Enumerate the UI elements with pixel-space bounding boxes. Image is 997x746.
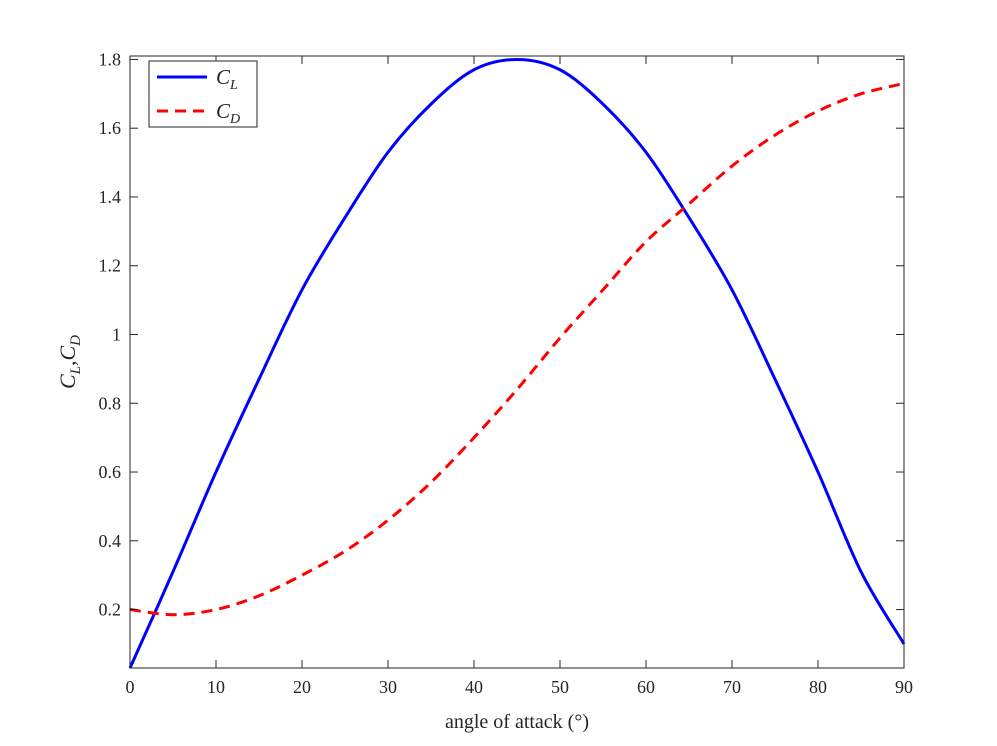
x-tick-label: 90 <box>895 677 913 697</box>
labels-layer: 0 10 20 30 40 50 60 70 80 90 0.2 0.4 0.6 0.8 1 1.2 1.4 1.… <box>99 49 914 697</box>
plot-area <box>130 56 904 668</box>
x-tick-label: 10 <box>207 677 225 697</box>
x-axis-title: angle of attack (°) <box>445 711 589 733</box>
x-tick-label: 30 <box>379 677 397 697</box>
y-tick-label: 0.6 <box>99 462 122 482</box>
legend-label-cd-sub: D <box>229 112 240 127</box>
axes-layer <box>129 55 905 669</box>
y-tick-label: 0.4 <box>99 531 122 551</box>
x-tick-label: 40 <box>465 677 483 697</box>
y-tick-label: 1.6 <box>99 118 122 138</box>
y-tick-label: 0.2 <box>99 600 122 620</box>
axes-box <box>129 55 905 669</box>
legend-label-cl-base: C <box>216 65 231 89</box>
series-layer <box>128 57 906 669</box>
legend-label-cl-sub: L <box>229 78 238 93</box>
legend: CL CD <box>148 60 258 128</box>
y-tick-label: 0.8 <box>99 393 122 413</box>
y-tick-label: 1 <box>112 324 121 344</box>
legend-box <box>148 60 258 128</box>
y-axis-title: CL,CD <box>55 335 84 389</box>
x-tick-label: 50 <box>551 677 569 697</box>
y-tick-label: 1.4 <box>99 187 122 207</box>
y-axis-title-separator: , <box>55 361 80 367</box>
y-tick-label: 1.2 <box>99 256 122 276</box>
y-axis-title-cd-sub: D <box>68 335 84 347</box>
legend-label-cd-base: C <box>216 99 231 123</box>
series-line-cd <box>129 82 905 617</box>
y-tick-label: 1.8 <box>99 49 122 69</box>
y-axis-title-cd-base: C <box>55 346 80 361</box>
x-tick-label: 60 <box>637 677 655 697</box>
legend-label-cd: CD <box>216 99 240 127</box>
x-tick-label: 80 <box>809 677 827 697</box>
y-axis-title-cl-sub: L <box>68 366 84 375</box>
legend-label-cl: CL <box>216 65 238 93</box>
x-tick-label: 70 <box>723 677 741 697</box>
x-tick-label: 0 <box>126 677 135 697</box>
x-tick-label: 20 <box>293 677 311 697</box>
y-axis-title-cl-base: C <box>55 374 80 389</box>
series-line-cl <box>128 57 906 669</box>
